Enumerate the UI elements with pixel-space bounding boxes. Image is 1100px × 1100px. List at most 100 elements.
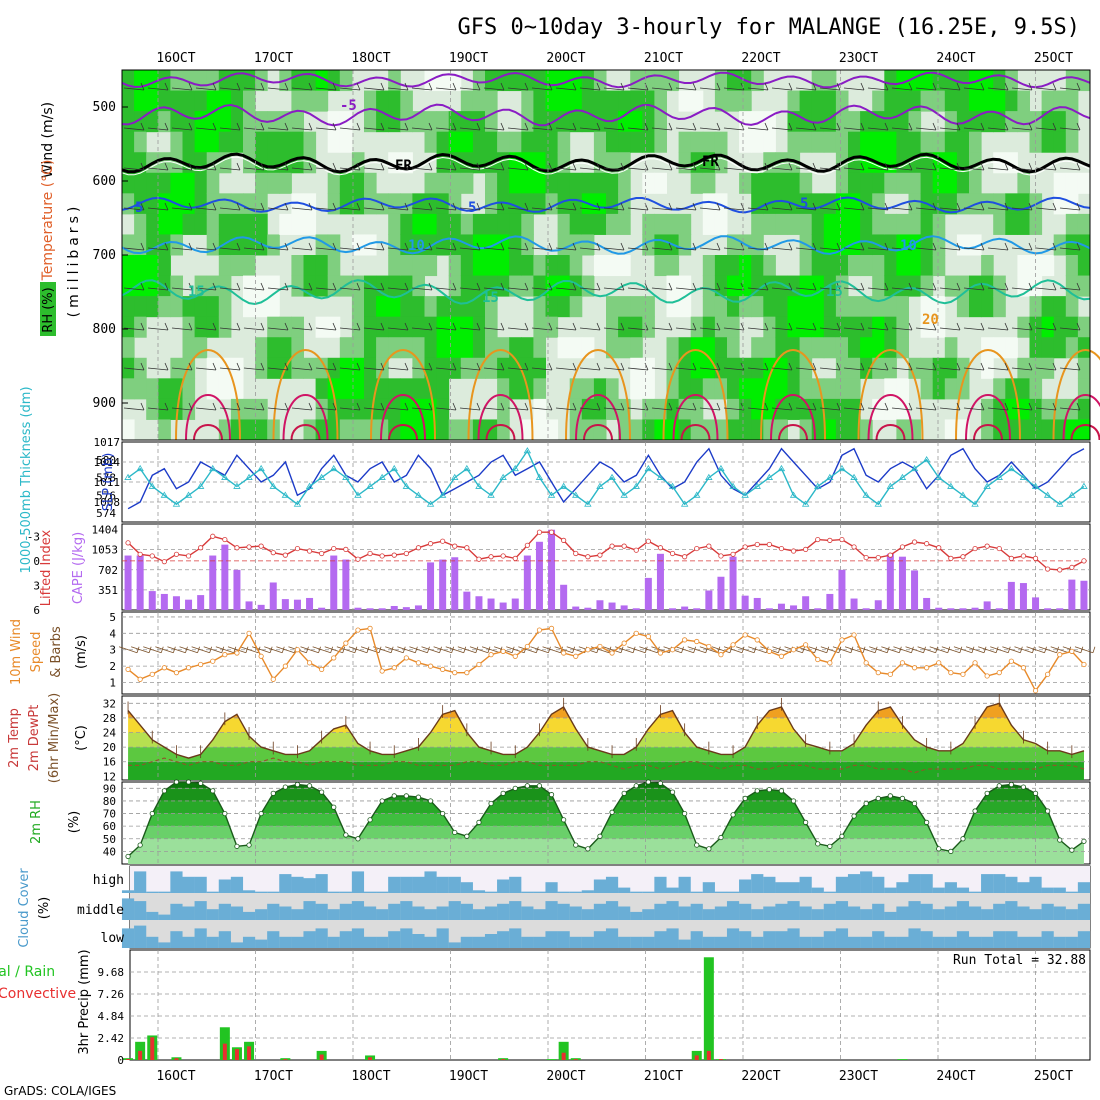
rh-cell [267,234,280,256]
wind-barb [363,242,385,251]
cloud-bar [690,891,703,893]
wind-barb [1011,242,1033,251]
wind-barb [363,362,385,371]
rh-cell [751,337,764,359]
lifted-index-point [682,554,688,560]
rh-cell [1053,398,1067,420]
wind-barb [723,122,745,131]
wind-barb [435,122,457,131]
rh-cell [630,296,643,318]
rh-cell [1005,337,1018,359]
cloud-bar [412,934,425,948]
tick-label: 1 [109,677,116,690]
wind-barb [939,82,961,91]
rh-cell [569,296,583,318]
rh-cell [872,172,885,194]
rh-cell [630,419,643,441]
lifted-index-point [996,545,1002,552]
rh-cell [134,296,147,318]
upper-ylabel-temp: Temperature (°C) [40,160,56,282]
cloud-bar [134,901,147,920]
rh-cell [267,172,280,194]
lifted-index-point [331,545,337,552]
rh2m-series-point [899,795,906,802]
rh-cell [1041,419,1055,441]
rh-cell [751,378,764,400]
cape-bar [245,601,253,610]
cloud-bar [726,928,740,948]
cape-bar [741,595,749,610]
cloud-bar [1029,876,1042,893]
contour-label: 15 [482,290,499,306]
wind-barb [963,202,985,211]
rh-cell [666,357,680,379]
lifted-index-point [185,553,192,559]
rh-cell [412,316,425,338]
cape-bar [185,599,193,610]
wind10m-barb [469,646,491,654]
rh-cell [787,398,801,420]
rh-cell [303,131,317,153]
date-label-top: 16OCT [156,51,195,66]
rh-cell [642,296,655,318]
thickness-series-point [693,491,701,498]
cloud-bar [291,876,304,893]
wind-barb [675,322,697,331]
wind10m-barb [131,646,152,654]
rh-cell [146,111,159,133]
lifted-index-point [367,550,373,557]
rh-cell [993,111,1006,133]
cloud-bar [424,909,437,920]
contour-freezing-inner [121,156,1091,176]
cape-bar [475,596,483,610]
rh-cell [243,255,256,277]
rh-cell [243,131,256,153]
rh-cell [848,131,861,153]
cloud-bar [339,931,352,948]
wind-barb [747,362,769,371]
wind-barb [795,242,817,251]
cloud-bar [218,931,231,948]
cloud-bar [1005,931,1018,948]
rh-cell [581,275,595,297]
rh-cell [533,398,546,420]
rh-cell [593,131,607,153]
rh-cell [823,337,837,359]
rh-cell [388,213,401,235]
rh-cell [763,296,776,318]
rh-cell [460,337,474,359]
thickness-series-point [910,464,919,472]
wind-barb [603,242,625,251]
cape-bar [874,600,882,610]
wind10m-barb [978,646,999,654]
rh-cell [122,296,135,318]
rh-cell [702,378,716,400]
wind10m-speed-point [778,653,785,659]
wind10m-barb [953,646,975,654]
rh-cell [799,316,813,338]
rh-cell [823,90,837,112]
temperature-dome [575,394,621,441]
wind-barb [339,162,361,171]
precip-ylabel-a: Total / Rain [0,964,55,980]
rh-cell [146,275,159,297]
rh-cell [896,378,909,400]
wind10m-speed-point [899,660,906,666]
wind-barb [1059,202,1081,211]
rh-cell [848,172,861,194]
cloud-bar [714,936,728,948]
cloud-bar [158,891,171,893]
rh2m-series-point [573,842,579,848]
rh-cell [182,152,196,174]
rh-cell [339,398,353,420]
rh-cell [485,255,498,277]
rh-legend-swatch [40,282,56,336]
wind10m-speed-point [657,650,664,656]
cloud-bar [884,936,897,948]
rh-cell [606,255,619,277]
rh-cell [642,111,655,133]
tick-label: 7.26 [98,988,125,1001]
wind-barb [507,362,529,371]
rh-cell [654,90,667,112]
